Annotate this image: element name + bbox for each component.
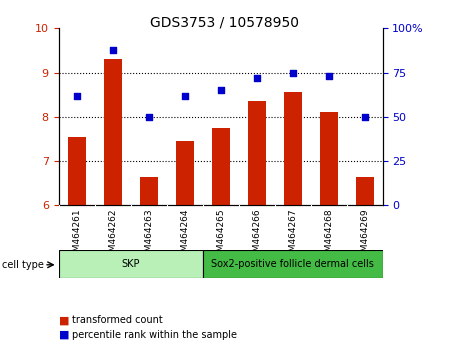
Bar (68, 137, 86, 205)
Point (217, 87, 224, 93)
Bar (356, 177, 373, 205)
Bar (212, 128, 230, 205)
Point (73, 93, 80, 98)
Text: GSM464266: GSM464266 (252, 209, 261, 263)
Point (325, 73, 332, 79)
Text: ■: ■ (58, 330, 69, 339)
Point (145, 114, 152, 120)
Text: GSM464269: GSM464269 (360, 209, 369, 263)
Point (289, 70, 296, 75)
Text: GSM464264: GSM464264 (180, 209, 189, 263)
Text: percentile rank within the sample: percentile rank within the sample (72, 330, 237, 339)
Bar (140, 177, 158, 205)
Text: GSM464265: GSM464265 (216, 209, 225, 263)
Bar (284, 92, 302, 205)
Bar (202, 250, 382, 278)
Text: cell type: cell type (2, 260, 44, 270)
Text: GSM464261: GSM464261 (72, 209, 81, 263)
Text: SKP: SKP (121, 259, 140, 269)
Bar (104, 59, 122, 205)
Bar (248, 101, 266, 205)
Text: GSM464263: GSM464263 (144, 209, 153, 263)
Text: ■: ■ (58, 315, 69, 325)
Point (109, 47, 116, 52)
Text: GSM464262: GSM464262 (108, 209, 117, 263)
Point (361, 114, 368, 120)
Bar (176, 141, 194, 205)
Text: Sox2-positive follicle dermal cells: Sox2-positive follicle dermal cells (211, 259, 374, 269)
Text: transformed count: transformed count (72, 315, 163, 325)
Bar (320, 113, 338, 205)
Point (181, 93, 188, 98)
Text: GSM464268: GSM464268 (324, 209, 333, 263)
Text: GDS3753 / 10578950: GDS3753 / 10578950 (150, 16, 300, 30)
Text: GSM464267: GSM464267 (288, 209, 297, 263)
Bar (58, 250, 202, 278)
Point (253, 75, 260, 81)
